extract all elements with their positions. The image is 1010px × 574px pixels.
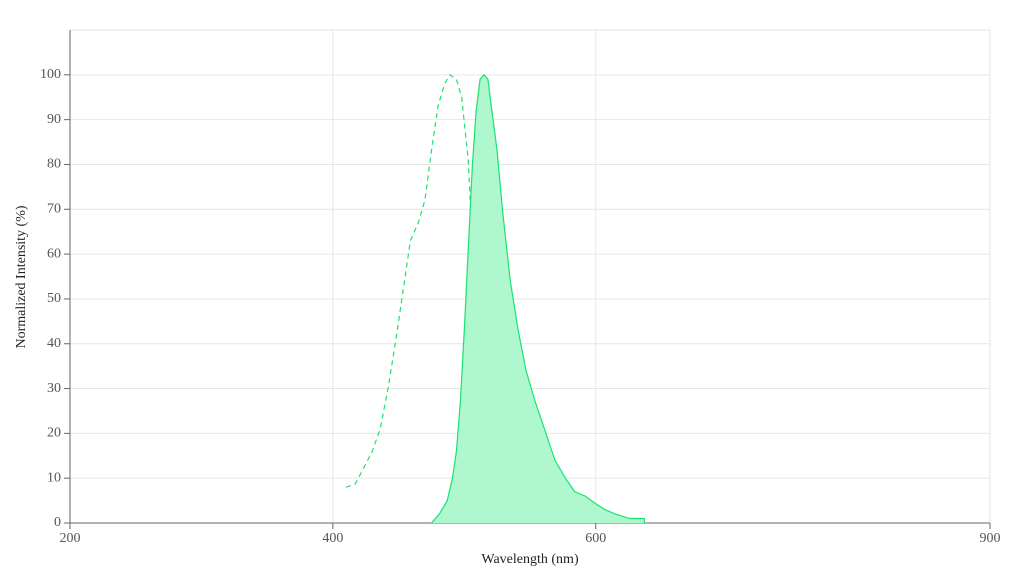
y-tick-label: 70 xyxy=(47,201,61,216)
x-tick-label: 900 xyxy=(980,531,1001,546)
y-tick-label: 90 xyxy=(47,112,61,127)
y-tick-label: 10 xyxy=(47,470,61,485)
y-tick-label: 60 xyxy=(47,246,61,261)
x-tick-label: 200 xyxy=(60,531,81,546)
y-tick-label: 100 xyxy=(40,67,61,82)
x-tick-label: 400 xyxy=(322,531,343,546)
x-tick-label: 600 xyxy=(585,531,606,546)
y-tick-label: 30 xyxy=(47,381,61,396)
y-tick-label: 20 xyxy=(47,426,61,441)
y-tick-label: 80 xyxy=(47,157,61,172)
emission-area xyxy=(430,73,645,524)
y-tick-label: 0 xyxy=(54,515,61,530)
y-tick-label: 50 xyxy=(47,291,61,306)
y-axis-label: Normalized Intensity (%) xyxy=(14,205,29,348)
x-axis-label: Wavelength (nm) xyxy=(481,552,579,567)
y-tick-label: 40 xyxy=(47,336,61,351)
